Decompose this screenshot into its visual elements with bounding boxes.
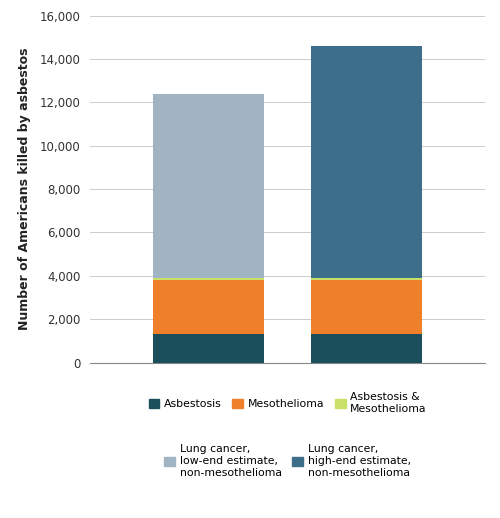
Bar bbox=[153, 335, 264, 363]
Bar bbox=[311, 335, 422, 363]
Bar bbox=[153, 94, 264, 278]
Bar bbox=[153, 278, 264, 280]
Bar bbox=[153, 280, 264, 335]
Legend: Lung cancer,
low-end estimate,
non-mesothelioma, Lung cancer,
high-end estimate,: Lung cancer, low-end estimate, non-mesot… bbox=[164, 444, 410, 478]
Bar bbox=[311, 46, 422, 278]
Bar bbox=[311, 278, 422, 280]
Bar bbox=[311, 280, 422, 335]
Y-axis label: Number of Americans killed by asbestos: Number of Americans killed by asbestos bbox=[18, 48, 31, 330]
